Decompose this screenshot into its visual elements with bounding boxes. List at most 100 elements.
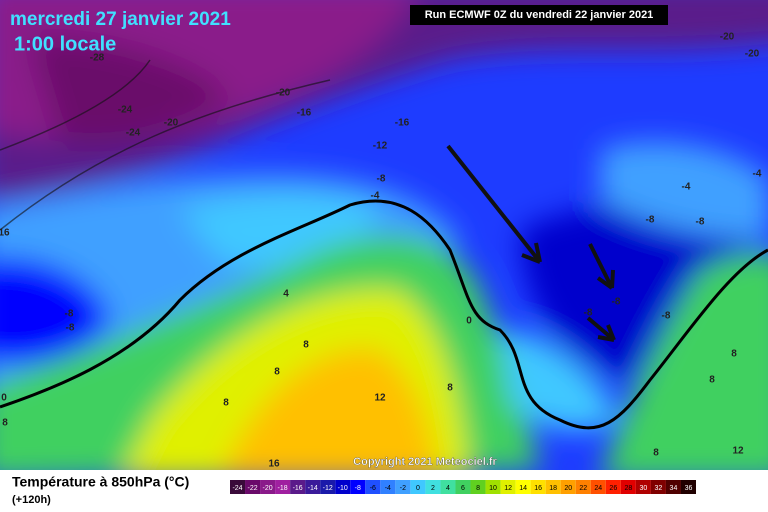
contour-label: -8 (662, 311, 671, 322)
colorbar: -24 -22 -20 -18 -16 -14 -12 -10 -8 -6 -4 -2 0 2 4 6 8 10 1… (230, 480, 696, 494)
contour-label: 8 (731, 349, 737, 360)
colorbar-cell (350, 480, 366, 494)
colorbar-tick: 32 (655, 485, 663, 492)
colorbar-cell (665, 480, 681, 494)
colorbar-tick: -8 (355, 485, 361, 492)
contour-label: 8 (709, 375, 715, 386)
colorbar-cell (680, 480, 696, 494)
contour-label: -4 (753, 169, 762, 180)
lead-time: (+120h) (12, 494, 51, 506)
contour-label: -8 (66, 323, 75, 334)
flow-arrows (446, 144, 616, 342)
map-labels: -28 -24 -24 -20 -20 -16 -16 -12 -8 -4 -20 -20 -4 -4 -8… (0, 32, 762, 470)
colorbar-tick: 18 (549, 485, 557, 492)
contour-label: 12 (732, 446, 744, 457)
contour-label: -20 (720, 32, 735, 43)
contour-label: -20 (745, 49, 760, 60)
contour-label: -8 (377, 174, 386, 185)
contour-label: -12 (373, 141, 388, 152)
contour-label: -20 (164, 118, 179, 129)
colorbar-cell (320, 480, 336, 494)
contour-label: 16 (0, 228, 10, 239)
colorbar-cell (605, 480, 621, 494)
colorbar-tick: 4 (446, 485, 450, 492)
legend-title: Température à 850hPa (°C) (12, 474, 189, 490)
colorbar-cell (365, 480, 381, 494)
colorbar-cell (290, 480, 306, 494)
colorbar-tick: 34 (670, 485, 678, 492)
colorbar-cell (635, 480, 651, 494)
colorbar-tick: -6 (370, 485, 376, 492)
colorbar-tick: 24 (594, 485, 602, 492)
colorbar-tick: 36 (685, 485, 693, 492)
contour-label: 16 (268, 459, 280, 470)
contour-label: -8 (646, 215, 655, 226)
colorbar-cell (545, 480, 561, 494)
colorbar-cell (485, 480, 501, 494)
colorbar-cell (245, 480, 261, 494)
colorbar-tick: 28 (624, 485, 632, 492)
colorbar-cell (620, 480, 636, 494)
colorbar-cell (455, 480, 471, 494)
date: mercredi 27 janvier 2021 (10, 9, 231, 30)
colorbar-cell (425, 480, 441, 494)
colorbar-tick: 10 (489, 485, 497, 492)
colorbar-cell (440, 480, 456, 494)
colorbar-cell (560, 480, 576, 494)
contour-label: 12 (374, 393, 386, 404)
colorbar-tick: 16 (534, 485, 542, 492)
contour-label: 8 (274, 367, 280, 378)
colorbar-tick: 8 (476, 485, 480, 492)
colorbar-tick: 26 (609, 485, 617, 492)
colorbar-cell (260, 480, 276, 494)
contour-label: -16 (297, 108, 312, 119)
contour-label: -4 (682, 182, 691, 193)
colorbar-tick: -18 (278, 485, 288, 492)
colorbar-tick: -10 (338, 485, 348, 492)
colorbar-cell (530, 480, 546, 494)
colorbar-tick: -24 (232, 485, 242, 492)
contour-label: 8 (2, 418, 8, 429)
colorbar-cell (410, 480, 426, 494)
run-box (410, 5, 668, 25)
colorbar-cell (230, 480, 246, 494)
colorbar-tick: 22 (579, 485, 587, 492)
colorbar-tick: 30 (639, 485, 647, 492)
zero-isotherm (0, 199, 768, 430)
contour-label: 8 (653, 448, 659, 459)
colorbar-tick: -16 (293, 485, 303, 492)
colorbar-tick: -4 (385, 485, 391, 492)
colorbar-cell (515, 480, 531, 494)
contour-label: -8 (612, 297, 621, 308)
contour-label: -8 (696, 217, 705, 228)
time: 1:00 locale (14, 33, 116, 55)
colorbar-cell (500, 480, 516, 494)
colorbar-cell (380, 480, 396, 494)
colorbar-tick: 14 (519, 485, 527, 492)
run: Run ECMWF 0Z du vendredi 22 janvier 2021 (425, 9, 654, 21)
contour-label: -20 (276, 88, 291, 99)
colorbar-cell (395, 480, 411, 494)
contour-label: -8 (584, 308, 593, 319)
map (0, 0, 768, 470)
contour-label: -24 (118, 105, 133, 116)
colorbar-tick: 2 (431, 485, 435, 492)
colorbar-cell (275, 480, 291, 494)
colorbar-tick: 20 (564, 485, 572, 492)
contour-label: 8 (447, 383, 453, 394)
contour-label: 8 (303, 340, 309, 351)
colorbar-tick: -12 (323, 485, 333, 492)
contour-label: 8 (223, 398, 229, 409)
colorbar-cell (590, 480, 606, 494)
colorbar-cell (470, 480, 486, 494)
colorbar-tick: -2 (400, 485, 406, 492)
contour-label: 0 (466, 316, 472, 327)
contour-label: -8 (65, 309, 74, 320)
colorbar-tick: -22 (247, 485, 257, 492)
contour-label: -24 (126, 128, 141, 139)
colorbar-cell (650, 480, 666, 494)
colorbar-tick: 12 (504, 485, 512, 492)
colorbar-tick: 6 (461, 485, 465, 492)
coastline (0, 59, 331, 231)
